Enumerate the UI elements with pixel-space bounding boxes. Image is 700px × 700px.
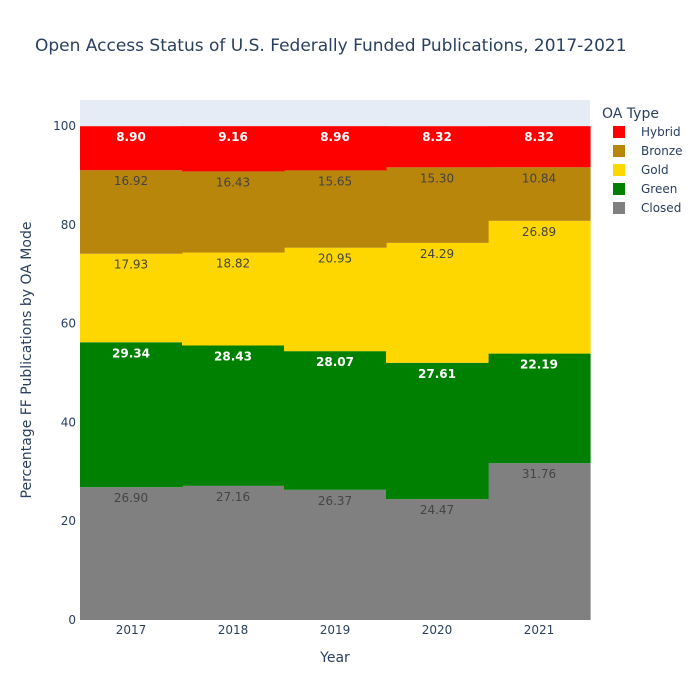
bar-green-2017 (80, 342, 183, 488)
label-gold-2018: 18.82 (216, 257, 250, 271)
bar-closed-2020 (386, 499, 489, 620)
segment-data-labels: 26.90 27.16 26.37 24.47 31.76 29.34 28.43 28.07… (112, 130, 558, 517)
bar-gold-2017 (80, 253, 183, 343)
legend-item-hybrid[interactable]: Hybrid (641, 125, 681, 139)
label-closed-2017: 26.90 (114, 491, 148, 505)
y-axis-ticks: 0 20 40 60 80 100 (53, 119, 76, 627)
bar-hybrid-2017 (80, 126, 183, 171)
label-hybrid-2021: 8.32 (524, 130, 554, 144)
bar-bronze-2019 (284, 170, 387, 248)
y-tick-80: 80 (61, 218, 76, 232)
y-axis-title: Percentage FF Publications by OA Mode (19, 222, 35, 499)
label-green-2021: 22.19 (520, 358, 558, 372)
label-gold-2020: 24.29 (420, 247, 454, 261)
y-tick-0: 0 (68, 613, 76, 627)
legend-swatch-hybrid[interactable] (613, 126, 625, 138)
bar-hybrid-2021 (488, 126, 591, 168)
legend: OA Type Hybrid Bronze Gold Green Closed (602, 106, 683, 215)
y-tick-100: 100 (53, 119, 76, 133)
bar-closed-2021 (488, 463, 591, 620)
x-tick-2021: 2021 (524, 623, 555, 637)
label-closed-2019: 26.37 (318, 494, 352, 508)
x-tick-2020: 2020 (422, 623, 453, 637)
legend-swatch-bronze[interactable] (613, 145, 625, 157)
bar-hybrid-2020 (386, 126, 489, 168)
label-green-2019: 28.07 (316, 355, 354, 369)
label-green-2017: 29.34 (112, 346, 150, 360)
bar-bronze-2017 (80, 170, 183, 254)
bar-green-2019 (284, 351, 387, 490)
label-green-2020: 27.61 (418, 367, 456, 381)
y-tick-40: 40 (61, 415, 76, 429)
label-bronze-2021: 10.84 (522, 171, 556, 185)
bar-gold-2020 (386, 242, 489, 363)
x-axis-ticks: 2017 2018 2019 2020 2021 (116, 623, 555, 637)
label-closed-2018: 27.16 (216, 490, 250, 504)
legend-swatch-green[interactable] (613, 183, 625, 195)
label-hybrid-2017: 8.90 (116, 130, 146, 144)
label-green-2018: 28.43 (214, 349, 252, 363)
x-tick-2017: 2017 (116, 623, 147, 637)
bar-closed-2017 (80, 487, 183, 620)
x-tick-2019: 2019 (320, 623, 351, 637)
bar-closed-2019 (284, 489, 387, 620)
bar-bronze-2021 (488, 167, 591, 221)
bar-green-2020 (386, 362, 489, 500)
y-tick-20: 20 (61, 514, 76, 528)
bar-segments (80, 126, 591, 620)
bar-gold-2018 (182, 252, 285, 346)
bar-gold-2019 (284, 247, 387, 352)
label-gold-2019: 20.95 (318, 252, 352, 266)
bar-closed-2018 (182, 485, 285, 620)
label-closed-2021: 31.76 (522, 467, 556, 481)
x-tick-2018: 2018 (218, 623, 249, 637)
legend-item-green[interactable]: Green (641, 182, 677, 196)
label-closed-2020: 24.47 (420, 503, 454, 517)
chart-title: Open Access Status of U.S. Federally Fun… (35, 36, 627, 56)
label-bronze-2018: 16.43 (216, 175, 250, 189)
y-tick-60: 60 (61, 317, 76, 331)
legend-swatch-gold[interactable] (613, 164, 625, 176)
label-gold-2021: 26.89 (522, 225, 556, 239)
legend-item-gold[interactable]: Gold (641, 163, 669, 177)
label-bronze-2020: 15.30 (420, 171, 454, 185)
label-hybrid-2020: 8.32 (422, 130, 452, 144)
label-hybrid-2019: 8.96 (320, 130, 350, 144)
label-bronze-2017: 16.92 (114, 174, 148, 188)
legend-item-closed[interactable]: Closed (641, 201, 681, 215)
legend-title: OA Type (602, 106, 659, 122)
bar-gold-2021 (488, 220, 591, 354)
label-gold-2017: 17.93 (114, 258, 148, 272)
legend-item-bronze[interactable]: Bronze (641, 144, 683, 158)
bar-green-2021 (488, 353, 591, 464)
bar-hybrid-2019 (284, 126, 387, 171)
label-bronze-2019: 15.65 (318, 174, 352, 188)
bar-green-2018 (182, 345, 285, 486)
bar-bronze-2018 (182, 171, 285, 253)
bar-hybrid-2018 (182, 126, 285, 172)
bar-bronze-2020 (386, 167, 489, 243)
label-hybrid-2018: 9.16 (218, 130, 248, 144)
legend-swatch-closed[interactable] (613, 202, 625, 214)
x-axis-title: Year (319, 650, 350, 666)
